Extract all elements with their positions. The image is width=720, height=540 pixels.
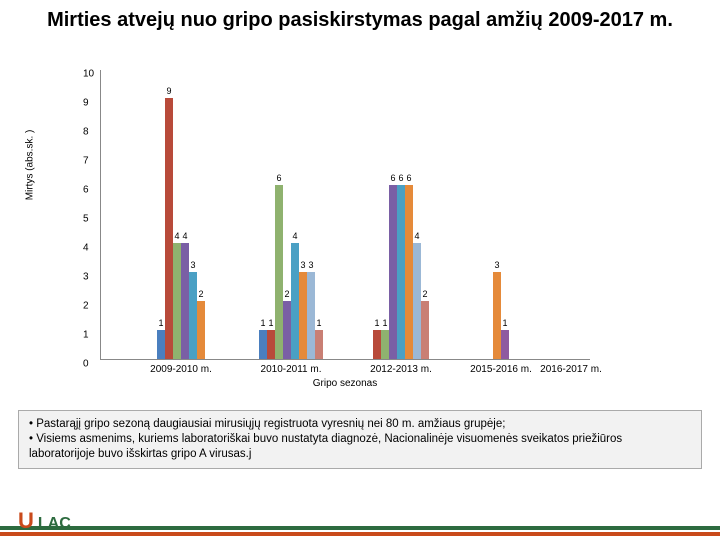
chart: Mirtys (abs.sk. ) 0123456789101944322009… xyxy=(60,70,700,390)
bar: 1 xyxy=(373,330,381,359)
bar: 2 xyxy=(283,301,291,359)
bar-value-label: 4 xyxy=(174,231,179,241)
x-tick-label: 2016-2017 m. xyxy=(540,364,602,375)
bar-value-label: 1 xyxy=(158,318,163,328)
bar: 1 xyxy=(315,330,323,359)
bar: 1 xyxy=(267,330,275,359)
bar: 4 xyxy=(413,243,421,359)
bar: 6 xyxy=(389,185,397,359)
bar-value-label: 1 xyxy=(374,318,379,328)
x-tick-label: 2015-2016 m. xyxy=(470,364,532,375)
bar-group: 11624331 xyxy=(259,185,323,359)
bar: 6 xyxy=(397,185,405,359)
bar-value-label: 1 xyxy=(260,318,265,328)
bar-group: 194432 xyxy=(157,98,205,359)
x-axis-label: Gripo sezonas xyxy=(313,378,377,389)
bar: 4 xyxy=(181,243,189,359)
y-tick: 10 xyxy=(83,69,94,80)
bar-value-label: 2 xyxy=(422,289,427,299)
y-tick: 4 xyxy=(83,243,89,254)
logo-lac: LAC xyxy=(38,515,71,533)
bar-group: 1166642 xyxy=(373,185,429,359)
x-tick-label: 2012-2013 m. xyxy=(370,364,432,375)
logo-u: U xyxy=(18,508,34,534)
footer-bar-green xyxy=(0,526,720,530)
page-title: Mirties atvejų nuo gripo pasiskirstymas … xyxy=(0,0,720,36)
bar-value-label: 2 xyxy=(198,289,203,299)
bar-value-label: 1 xyxy=(316,318,321,328)
bar: 4 xyxy=(173,243,181,359)
bar-value-label: 1 xyxy=(382,318,387,328)
bar: 6 xyxy=(405,185,413,359)
x-tick-label: 2010-2011 m. xyxy=(261,364,322,375)
bar: 1 xyxy=(501,330,509,359)
plot-area: 0123456789101944322009-2010 m.1162433120… xyxy=(100,70,590,360)
logo: U LAC xyxy=(18,508,71,534)
y-tick: 9 xyxy=(83,98,89,109)
bar: 6 xyxy=(275,185,283,359)
bar-value-label: 4 xyxy=(292,231,297,241)
bar-value-label: 4 xyxy=(414,231,419,241)
bar-value-label: 1 xyxy=(268,318,273,328)
bar-value-label: 1 xyxy=(502,318,507,328)
bar-value-label: 6 xyxy=(390,173,395,183)
bar-value-label: 6 xyxy=(276,173,281,183)
note-line: • Pastarąjį gripo sezoną daugiausiai mir… xyxy=(29,417,691,432)
bar-value-label: 3 xyxy=(308,260,313,270)
bar-group: 31 xyxy=(493,272,509,359)
note-line: • Visiems asmenims, kuriems laboratorišk… xyxy=(29,432,691,462)
bar-value-label: 2 xyxy=(284,289,289,299)
y-tick: 0 xyxy=(83,359,89,370)
bar-value-label: 3 xyxy=(494,260,499,270)
bar-value-label: 9 xyxy=(166,86,171,96)
bar: 1 xyxy=(259,330,267,359)
y-tick: 7 xyxy=(83,156,89,167)
bar-value-label: 3 xyxy=(190,260,195,270)
y-tick: 5 xyxy=(83,214,89,225)
bar: 9 xyxy=(165,98,173,359)
y-tick: 3 xyxy=(83,272,89,283)
footer: U LAC xyxy=(0,504,720,540)
bar: 1 xyxy=(157,330,165,359)
y-axis-label: Mirtys (abs.sk. ) xyxy=(25,130,36,201)
y-tick: 2 xyxy=(83,301,89,312)
notes-box: • Pastarąjį gripo sezoną daugiausiai mir… xyxy=(18,410,702,469)
bar: 3 xyxy=(493,272,501,359)
bar: 3 xyxy=(299,272,307,359)
bar-value-label: 6 xyxy=(406,173,411,183)
x-tick-label: 2009-2010 m. xyxy=(150,364,212,375)
bar-value-label: 4 xyxy=(182,231,187,241)
bar: 2 xyxy=(197,301,205,359)
bar-value-label: 3 xyxy=(300,260,305,270)
bar-value-label: 6 xyxy=(398,173,403,183)
bar: 3 xyxy=(189,272,197,359)
y-tick: 1 xyxy=(83,330,89,341)
footer-bar-orange xyxy=(0,532,720,536)
bar: 2 xyxy=(421,301,429,359)
y-tick: 6 xyxy=(83,185,89,196)
bar: 4 xyxy=(291,243,299,359)
bar: 3 xyxy=(307,272,315,359)
y-tick: 8 xyxy=(83,127,89,138)
bar: 1 xyxy=(381,330,389,359)
